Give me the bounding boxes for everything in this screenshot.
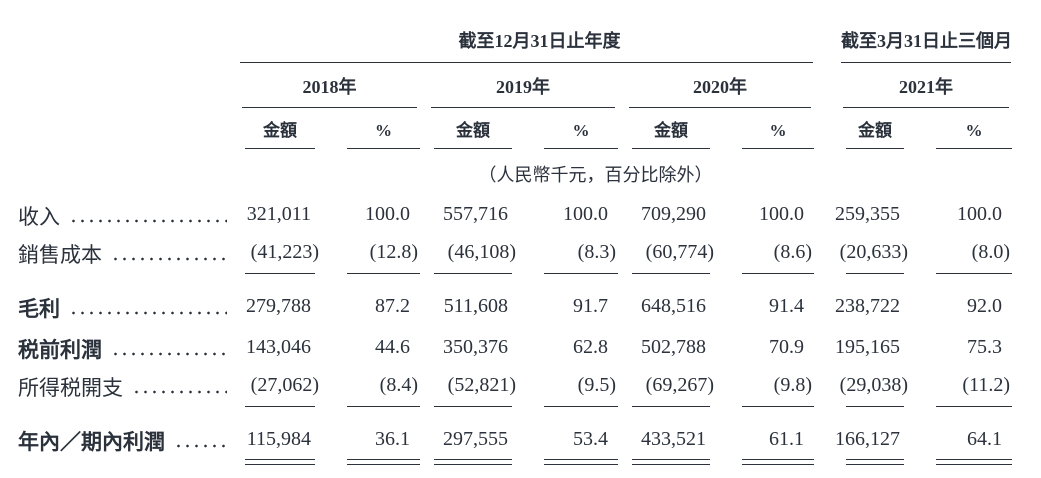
cell-percent: 87.2 [375, 295, 410, 317]
cell-percent: 100.0 [563, 203, 608, 225]
percent-header: % [936, 121, 1012, 149]
row-label: 銷售成本 [18, 242, 102, 267]
year-header-2021: 2021年 [843, 73, 1009, 108]
cell-amount: 297,555 [443, 428, 508, 450]
percent-header: % [347, 121, 420, 149]
subheader-row: 金額 % 金額 % 金額 % 金額 % [0, 108, 1041, 149]
cell-amount: 143,046 [246, 336, 311, 358]
cell-amount: 709,290 [641, 203, 706, 225]
cell-amount: 350,376 [443, 336, 508, 358]
cell-percent: (9.8) [773, 374, 812, 396]
cell-amount: 195,165 [835, 336, 900, 358]
cell-percent: (11.2) [962, 374, 1010, 396]
cell-amount: 115,984 [246, 428, 311, 450]
cell-amount: (27,062) [250, 374, 319, 396]
cell-percent: 61.1 [769, 428, 804, 450]
row-label: 毛利 [18, 296, 60, 321]
dot-leader [111, 352, 227, 356]
year-header-2020: 2020年 [629, 73, 811, 108]
cell-percent: (8.4) [379, 374, 418, 396]
cell-amount: (29,038) [839, 374, 908, 396]
dot-leader [132, 390, 227, 394]
table-row-gross-profit: 毛利 279,788 87.2 511,608 91.7 648,516 91.… [0, 276, 1041, 320]
cell-percent: 62.8 [573, 336, 608, 358]
cell-amount: 502,788 [641, 336, 706, 358]
year-header-row: 2018年 2019年 2020年 2021年 [0, 63, 1041, 108]
amount-header: 金額 [245, 116, 315, 149]
cell-percent: 91.7 [573, 295, 608, 317]
cell-percent: 100.0 [957, 203, 1002, 225]
cell-percent: (12.8) [369, 241, 418, 263]
total-double-rule-row [0, 453, 1041, 471]
dot-leader [111, 257, 227, 261]
separator-rule-row [0, 266, 1041, 276]
cell-percent: 92.0 [967, 295, 1002, 317]
table-row-profit-before-tax: 税前利潤 143,046 44.6 350,376 62.8 502,788 7… [0, 320, 1041, 361]
cell-amount: (60,774) [645, 241, 714, 263]
period-header-annual: 截至12月31日止年度 [240, 27, 813, 63]
period-header-three-months: 截至3月31日止三個月 [841, 27, 1012, 63]
cell-amount: (41,223) [250, 241, 319, 263]
period-header-row: 截至12月31日止年度 截至3月31日止三個月 [0, 0, 1041, 63]
cell-amount: (69,267) [645, 374, 714, 396]
cell-percent: 36.1 [375, 428, 410, 450]
row-label: 税前利潤 [18, 337, 102, 362]
unit-note-row: （人民幣千元，百分比除外） [0, 149, 1041, 190]
cell-amount: 648,516 [641, 295, 706, 317]
table-row-profit-for-period: 年內／期內利潤 115,984 36.1 297,555 53.4 433,52… [0, 409, 1041, 453]
cell-amount: 238,722 [835, 295, 900, 317]
cell-percent: 100.0 [759, 203, 804, 225]
cell-percent: 91.4 [769, 295, 804, 317]
cell-amount: 259,355 [835, 203, 900, 225]
cell-amount: 279,788 [246, 295, 311, 317]
cell-percent: (8.0) [971, 241, 1010, 263]
cell-percent: (9.5) [577, 374, 616, 396]
row-label: 所得税開支 [18, 375, 123, 400]
cell-percent: 75.3 [967, 336, 1002, 358]
cell-amount: 166,127 [835, 428, 900, 450]
cell-amount: 321,011 [246, 203, 311, 225]
amount-header: 金額 [846, 116, 904, 149]
cell-percent: (8.6) [773, 241, 812, 263]
amount-header: 金額 [434, 116, 512, 149]
dot-leader [174, 444, 227, 448]
table-row-cost-of-sales: 銷售成本 (41,223) (12.8) (46,108) (8.3) (60,… [0, 228, 1041, 266]
cell-amount: (46,108) [447, 241, 516, 263]
row-label: 收入 [18, 204, 60, 229]
amount-header: 金額 [632, 116, 710, 149]
dot-leader [69, 219, 227, 223]
cell-amount: 557,716 [443, 203, 508, 225]
dot-leader [69, 311, 227, 315]
year-header-2018: 2018年 [242, 73, 417, 108]
cell-amount: (52,821) [447, 374, 516, 396]
unit-note: （人民幣千元，百分比除外） [478, 165, 713, 185]
percent-header: % [742, 121, 814, 149]
row-label: 年內／期內利潤 [18, 429, 165, 454]
cell-amount: 511,608 [443, 295, 508, 317]
separator-rule-row [0, 399, 1041, 409]
cell-percent: 44.6 [375, 336, 410, 358]
table-row-revenue: 收入 321,011 100.0 557,716 100.0 709,290 1… [0, 190, 1041, 228]
cell-amount: 433,521 [641, 428, 706, 450]
cell-percent: 64.1 [967, 428, 1002, 450]
year-header-2019: 2019年 [431, 73, 615, 108]
cell-percent: 100.0 [365, 203, 410, 225]
cell-percent: (8.3) [577, 241, 616, 263]
cell-percent: 53.4 [573, 428, 608, 450]
percent-header: % [544, 121, 618, 149]
table-row-income-tax-expense: 所得税開支 (27,062) (8.4) (52,821) (9.5) (69,… [0, 361, 1041, 399]
cell-amount: (20,633) [839, 241, 908, 263]
cell-percent: 70.9 [769, 336, 804, 358]
